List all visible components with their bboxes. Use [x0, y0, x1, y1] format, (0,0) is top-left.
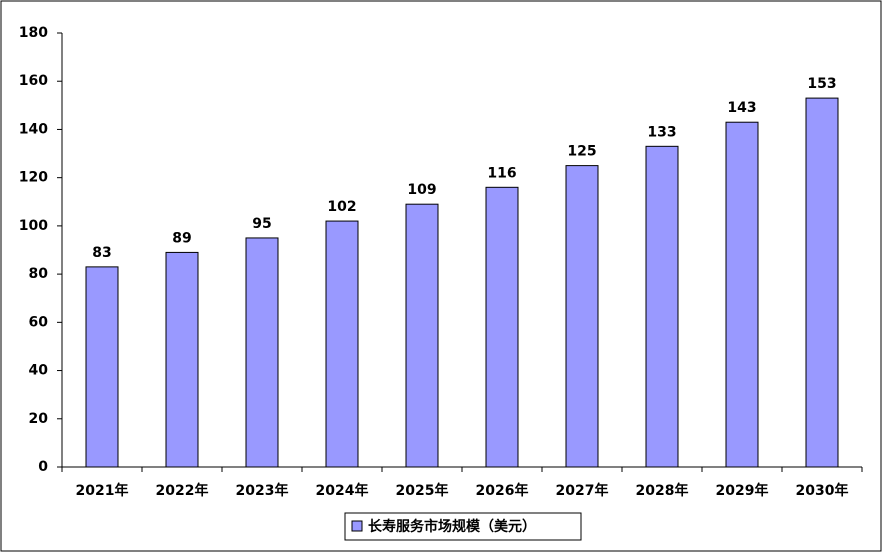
bar: [325, 220, 359, 468]
y-tick-label: 80: [29, 266, 49, 282]
data-label: 143: [727, 100, 756, 116]
legend: 长寿服务市场规模（美元）: [344, 512, 582, 541]
data-label: 95: [252, 216, 271, 232]
bar: [485, 186, 519, 468]
bar: [645, 145, 679, 468]
x-tick-label: 2022年: [156, 482, 209, 499]
bar: [165, 251, 199, 468]
x-tick-label: 2028年: [636, 482, 689, 499]
x-tick-label: 2023年: [236, 482, 289, 499]
x-tick-label: 2024年: [316, 482, 369, 499]
y-tick-label: 20: [29, 411, 49, 427]
y-tick-label: 160: [19, 73, 48, 89]
y-tick-label: 120: [19, 170, 48, 186]
data-label: 133: [647, 124, 676, 140]
x-tick-label: 2029年: [716, 482, 769, 499]
x-tick-label: 2027年: [556, 482, 609, 499]
bar: [565, 165, 599, 468]
y-tick-label: 0: [38, 459, 48, 475]
bar: [725, 121, 759, 468]
x-tick-label: 2030年: [796, 482, 849, 499]
x-tick-label: 2021年: [76, 482, 129, 499]
data-label: 83: [92, 245, 111, 261]
data-label: 116: [487, 165, 516, 181]
bar: [85, 266, 119, 468]
data-label: 125: [567, 144, 596, 160]
bar: [245, 237, 279, 468]
bar: [405, 203, 439, 468]
bar: [805, 97, 839, 468]
data-label: 102: [327, 199, 356, 215]
legend-swatch: [351, 520, 363, 532]
x-tick-label: 2025年: [396, 482, 449, 499]
data-label: 153: [807, 76, 836, 92]
y-tick-label: 100: [19, 218, 48, 234]
data-label: 109: [407, 182, 436, 198]
legend-label: 长寿服务市场规模（美元）: [368, 518, 536, 535]
legend-box: [344, 512, 582, 541]
y-tick-label: 140: [19, 121, 48, 137]
x-tick-label: 2026年: [476, 482, 529, 499]
y-tick-label: 180: [19, 25, 48, 41]
y-tick-label: 40: [29, 363, 49, 379]
y-tick-label: 60: [29, 314, 49, 330]
data-label: 89: [172, 230, 191, 246]
